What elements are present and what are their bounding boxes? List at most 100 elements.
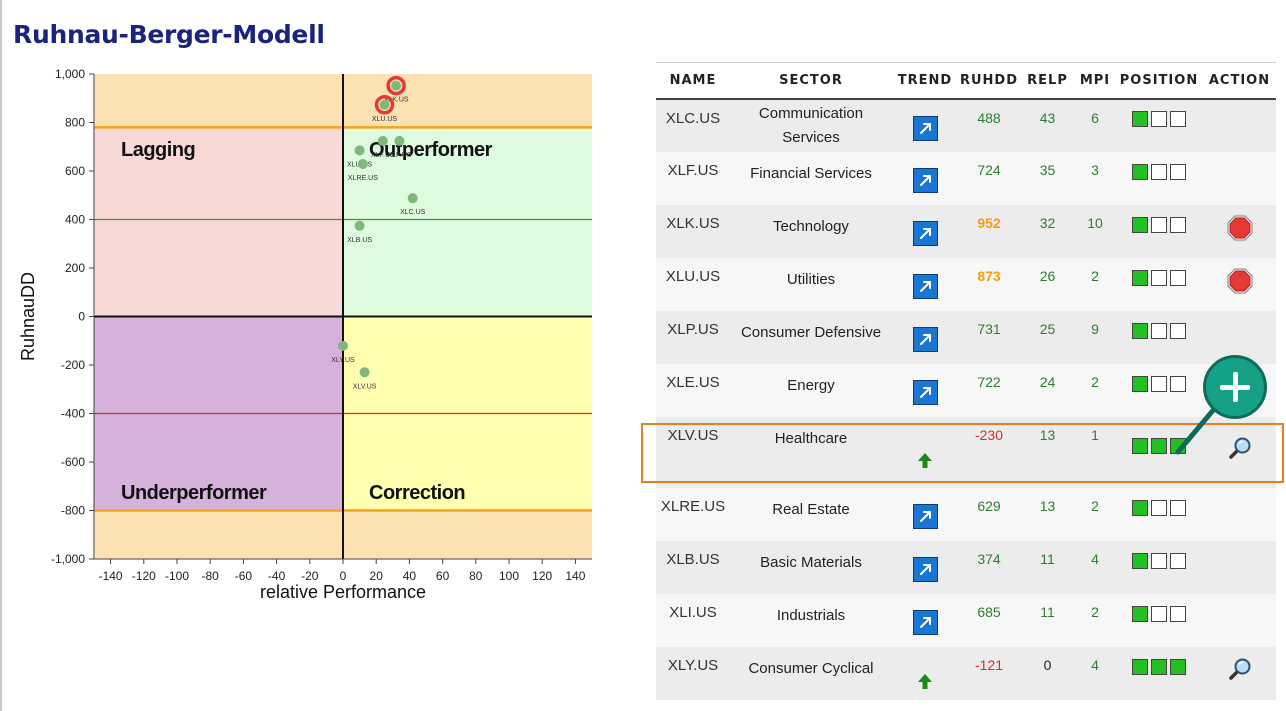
scatter-point-xlp-us[interactable]: XLP.US bbox=[387, 135, 412, 159]
cell-sector: Industrials bbox=[730, 594, 892, 647]
magnifier-icon[interactable] bbox=[1227, 656, 1253, 686]
position-square bbox=[1151, 499, 1167, 516]
table-row[interactable]: XLI.US Industrials 685 11 2 bbox=[656, 594, 1276, 647]
cell-trend bbox=[892, 99, 958, 152]
cell-name[interactable]: XLF.US bbox=[656, 152, 730, 205]
cell-sector: Basic Materials bbox=[730, 541, 892, 594]
quadrant-label-correction: Correction bbox=[369, 482, 465, 504]
cell-position bbox=[1115, 594, 1203, 647]
col-header-relp[interactable]: RELP bbox=[1020, 62, 1075, 100]
scatter-point-xlu-us[interactable]: XLU.US bbox=[372, 95, 398, 123]
position-square bbox=[1132, 216, 1148, 233]
cell-name[interactable]: XLY.US bbox=[656, 647, 730, 700]
cell-sector: Consumer Cyclical bbox=[730, 647, 892, 700]
cell-position bbox=[1115, 364, 1203, 417]
x-tick-label: 60 bbox=[436, 569, 450, 583]
x-tick-label: -100 bbox=[165, 569, 189, 583]
cell-mpi: 2 bbox=[1075, 364, 1115, 417]
table-row[interactable]: XLY.US Consumer Cyclical -121 0 4 bbox=[656, 647, 1276, 700]
y-tick-label: -400 bbox=[61, 407, 85, 421]
position-square bbox=[1170, 499, 1186, 516]
position-square bbox=[1132, 111, 1148, 127]
scatter-point-xlc-us[interactable]: XLC.US bbox=[400, 193, 426, 216]
page-title: Ruhnau-Berger-Modell bbox=[13, 20, 325, 49]
cell-trend bbox=[892, 647, 958, 700]
arrow-up-right-icon bbox=[912, 274, 938, 299]
cell-sector: Consumer Defensive bbox=[730, 311, 892, 364]
scatter-point-xlv-us[interactable]: XLV.US bbox=[353, 367, 377, 390]
col-header-trend[interactable]: TREND bbox=[892, 62, 958, 100]
cell-name[interactable]: XLRE.US bbox=[656, 488, 730, 541]
position-square bbox=[1151, 269, 1167, 286]
cell-name[interactable]: XLK.US bbox=[656, 205, 730, 258]
cell-position bbox=[1115, 417, 1203, 488]
x-tick-label: 80 bbox=[469, 569, 483, 583]
cell-relp: 11 bbox=[1020, 541, 1075, 594]
cell-mpi: 2 bbox=[1075, 594, 1115, 647]
point-label: XLU.US bbox=[372, 116, 398, 123]
table-row[interactable]: XLK.US Technology 952 32 10 bbox=[656, 205, 1276, 258]
stop-sign-icon[interactable] bbox=[1227, 268, 1253, 298]
y-tick-label: 800 bbox=[65, 116, 85, 130]
y-tick-label: 200 bbox=[65, 261, 85, 275]
scatter-point-xlre-us[interactable]: XLRE.US bbox=[348, 158, 378, 182]
position-square bbox=[1151, 322, 1167, 339]
plus-icon[interactable] bbox=[1203, 355, 1267, 419]
left-border bbox=[0, 0, 2, 711]
position-square bbox=[1132, 322, 1148, 339]
arrow-up-icon bbox=[917, 451, 933, 473]
position-square bbox=[1132, 437, 1148, 454]
x-tick-label: 0 bbox=[340, 569, 347, 583]
cell-sector: Financial Services bbox=[730, 152, 892, 205]
cell-position bbox=[1115, 311, 1203, 364]
table-header-row: NAME SECTOR TREND RUHDD RELP MPI POSITIO… bbox=[656, 62, 1276, 100]
cell-name[interactable]: XLC.US bbox=[656, 99, 730, 152]
table-row[interactable]: XLU.US Utilities 873 26 2 bbox=[656, 258, 1276, 311]
table-row[interactable]: XLB.US Basic Materials 374 11 4 bbox=[656, 541, 1276, 594]
col-header-ruhdd[interactable]: RUHDD bbox=[958, 62, 1020, 100]
magnifier-icon[interactable] bbox=[1227, 435, 1253, 465]
cell-name[interactable]: XLI.US bbox=[656, 594, 730, 647]
lagging-quadrant bbox=[94, 127, 343, 317]
outperformer-quadrant bbox=[343, 127, 592, 317]
cell-trend bbox=[892, 541, 958, 594]
x-tick-label: 140 bbox=[565, 569, 585, 583]
scatter-point-xly-us[interactable]: XLY.US bbox=[331, 340, 355, 364]
col-header-sector[interactable]: SECTOR bbox=[730, 62, 892, 100]
cell-ruhdd: 488 bbox=[958, 99, 1020, 152]
stop-sign-icon[interactable] bbox=[1227, 215, 1253, 245]
cell-name[interactable]: XLP.US bbox=[656, 311, 730, 364]
arrow-up-right-icon bbox=[912, 557, 938, 582]
x-tick-label: 20 bbox=[370, 569, 384, 583]
col-header-action[interactable]: ACTION bbox=[1203, 62, 1276, 100]
col-header-name[interactable]: NAME bbox=[656, 62, 730, 100]
table-row[interactable]: XLF.US Financial Services 724 35 3 bbox=[656, 152, 1276, 205]
cell-ruhdd: 685 bbox=[958, 594, 1020, 647]
table-row[interactable]: XLRE.US Real Estate 629 13 2 bbox=[656, 488, 1276, 541]
cell-trend bbox=[892, 488, 958, 541]
point-label: XLB.US bbox=[347, 237, 372, 244]
cell-name[interactable]: XLE.US bbox=[656, 364, 730, 417]
cell-name[interactable]: XLU.US bbox=[656, 258, 730, 311]
cell-relp: 25 bbox=[1020, 311, 1075, 364]
table-row[interactable]: XLV.US Healthcare -230 13 1 bbox=[656, 417, 1276, 488]
arrow-up-right-icon bbox=[912, 168, 938, 193]
arrow-up-icon bbox=[917, 672, 933, 694]
position-square bbox=[1151, 658, 1167, 675]
arrow-up-right-icon bbox=[912, 221, 938, 246]
point-label: XLP.US bbox=[387, 152, 411, 159]
col-header-mpi[interactable]: MPI bbox=[1075, 62, 1115, 100]
position-square bbox=[1151, 216, 1167, 233]
scatter-point-xlk-us[interactable]: XLK.US bbox=[384, 75, 409, 104]
cell-name[interactable]: XLB.US bbox=[656, 541, 730, 594]
table-row[interactable]: XLP.US Consumer Defensive 731 25 9 bbox=[656, 311, 1276, 364]
cell-mpi: 6 bbox=[1075, 99, 1115, 152]
scatter-point-xlf-us[interactable]: XLF.US bbox=[371, 135, 395, 159]
scatter-point-xlb-us[interactable]: XLB.US bbox=[347, 220, 372, 244]
table-row[interactable]: XLC.US Communication Services 488 43 6 bbox=[656, 99, 1276, 152]
position-square bbox=[1132, 605, 1148, 622]
cell-name[interactable]: XLV.US bbox=[656, 417, 730, 488]
col-header-position[interactable]: POSITION bbox=[1115, 62, 1203, 100]
y-axis-label: RuhnauDD bbox=[18, 272, 38, 361]
arrow-up-right-icon bbox=[912, 504, 938, 529]
